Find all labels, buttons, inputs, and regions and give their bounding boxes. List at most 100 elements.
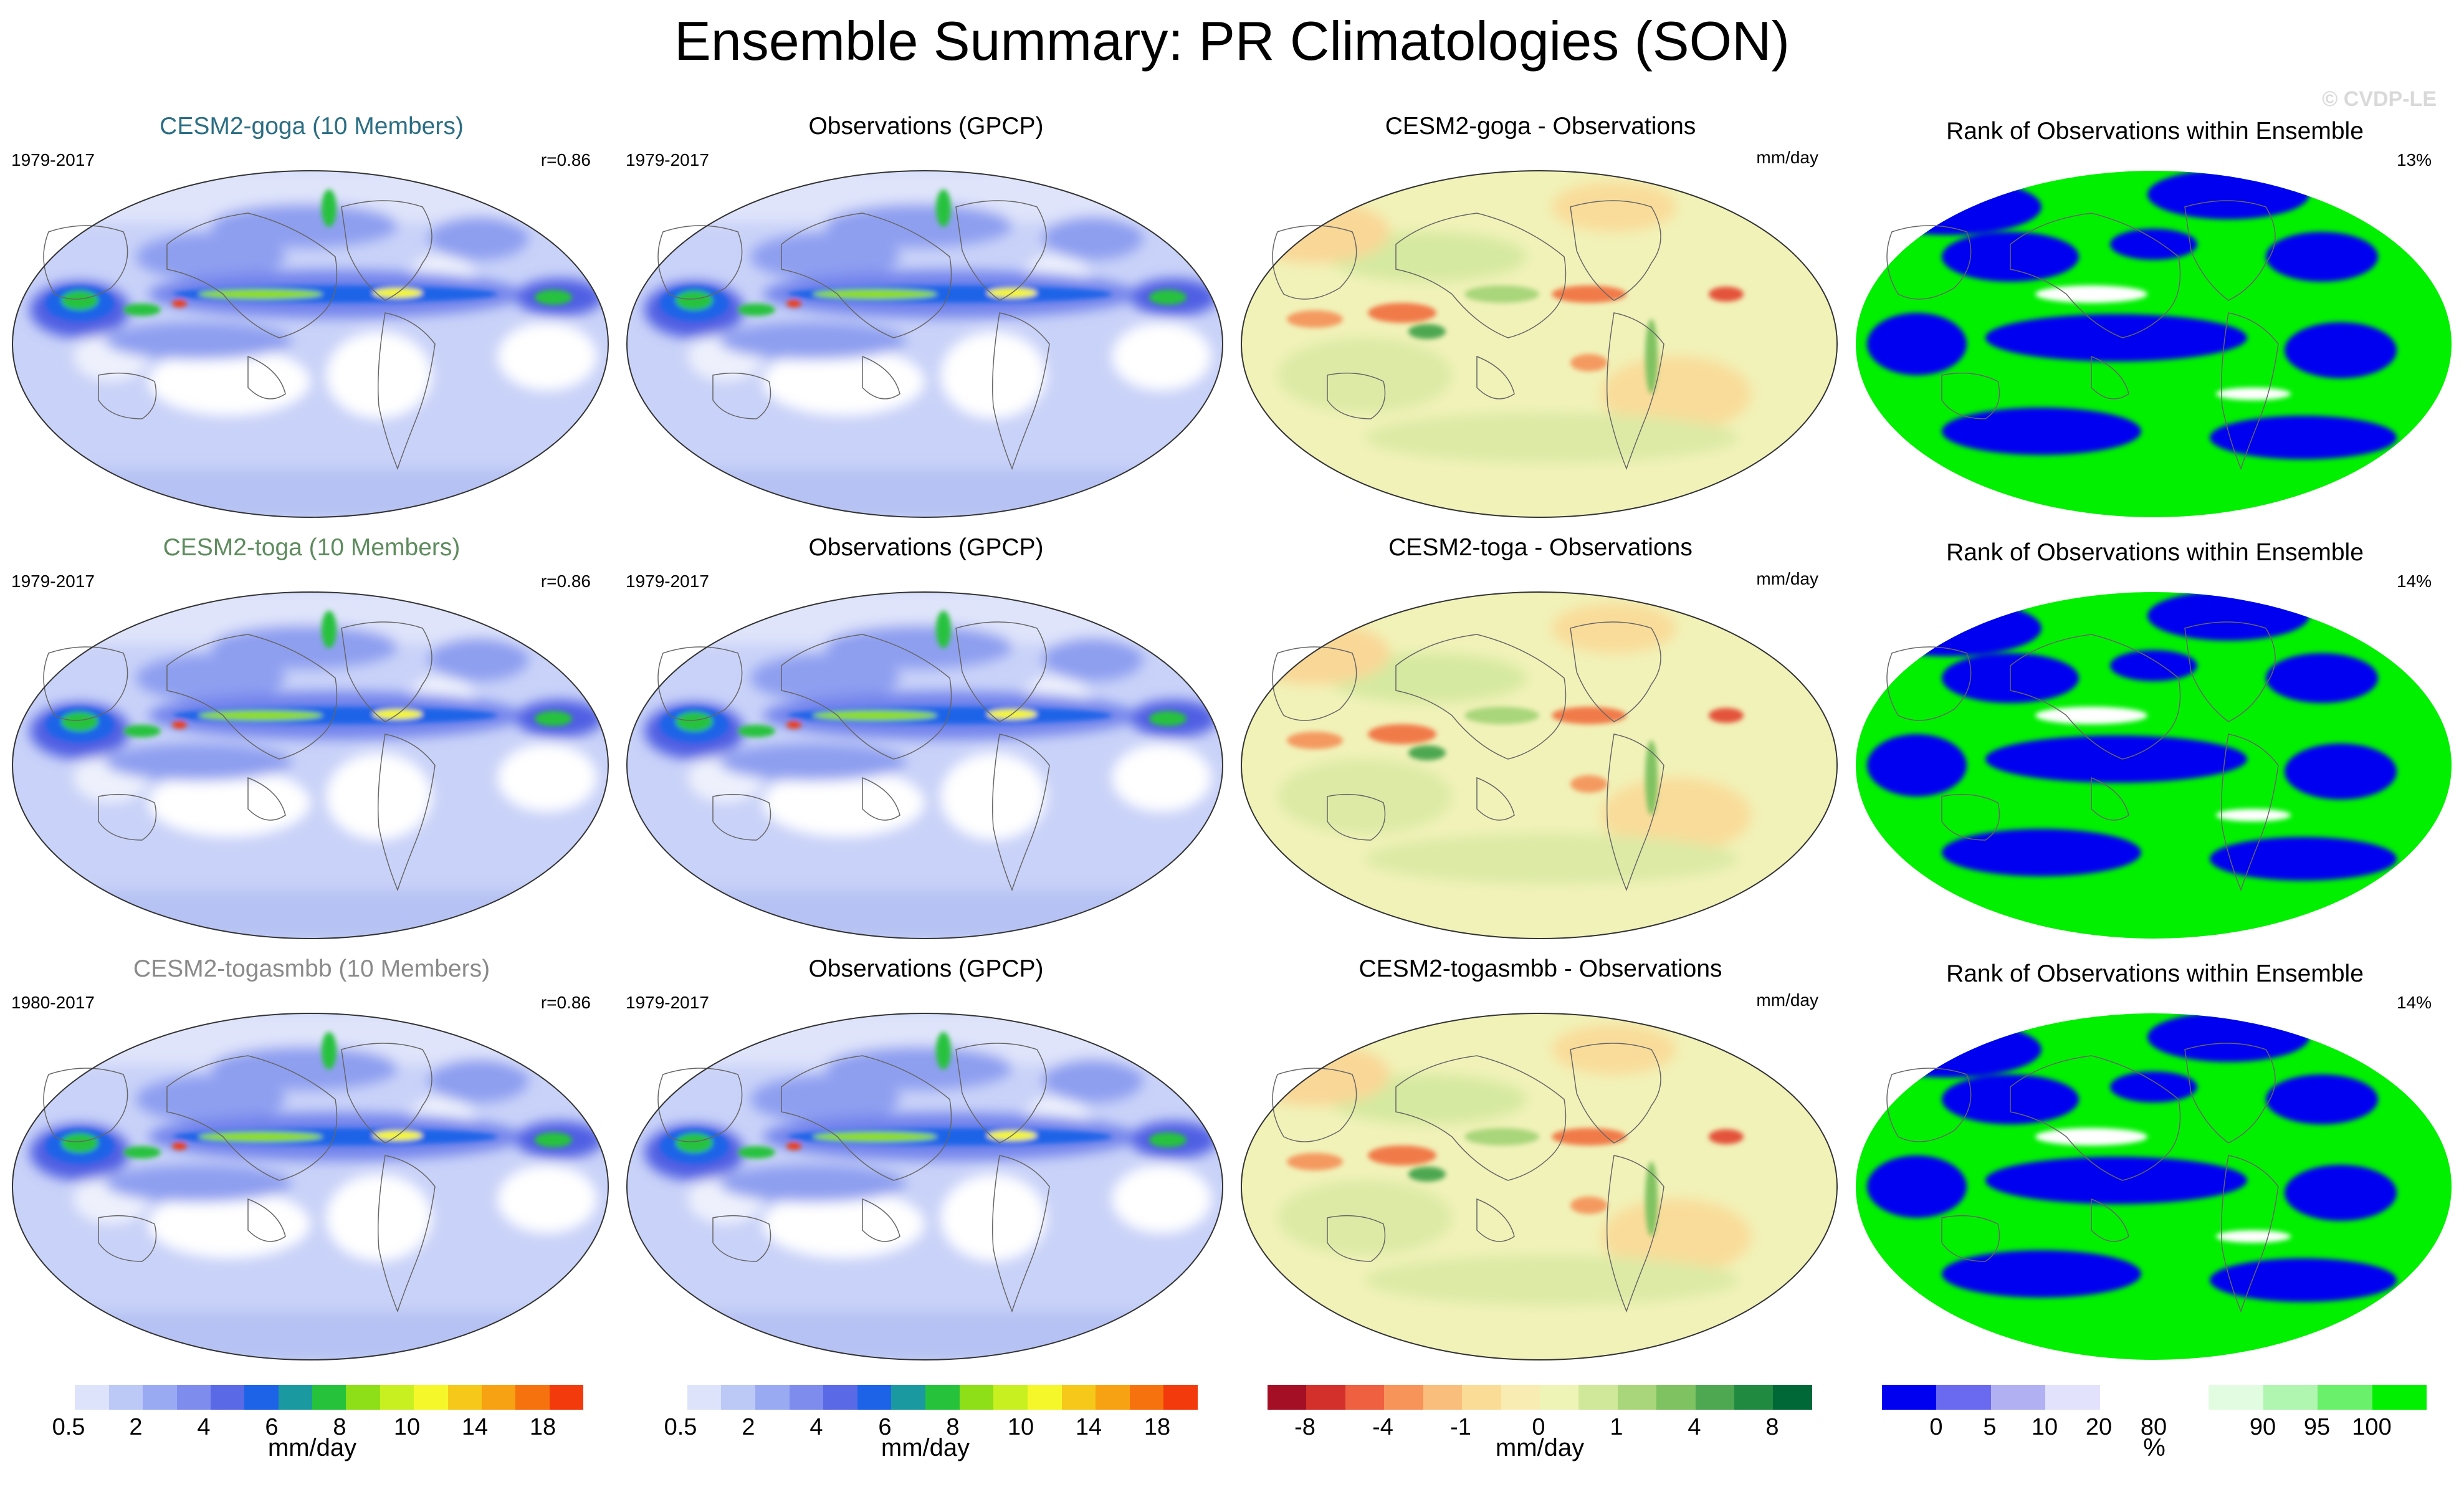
colorbar-tick-label: 10 bbox=[2031, 1414, 2058, 1440]
model-years: 1980-2017 bbox=[11, 993, 95, 1012]
colorbar-precip-obs bbox=[653, 1385, 1198, 1410]
model-correlation: r=0.86 bbox=[540, 150, 591, 170]
colorbar-swatch bbox=[1773, 1385, 1812, 1410]
colorbar-swatch bbox=[380, 1385, 414, 1410]
watermark: © CVDP-LE bbox=[2322, 87, 2437, 111]
colorbar-tick-label: 18 bbox=[1144, 1414, 1171, 1440]
colorbar-swatch bbox=[176, 1385, 211, 1410]
colorbar-swatch bbox=[41, 1385, 75, 1410]
rank-percent: 13% bbox=[2396, 150, 2432, 170]
rank-map bbox=[1855, 170, 2454, 520]
colorbar-swatch bbox=[108, 1385, 143, 1410]
colorbar-swatch bbox=[414, 1385, 448, 1410]
colorbar-tick-label: 4 bbox=[1688, 1414, 1701, 1440]
model-map bbox=[11, 1012, 611, 1362]
colorbar-swatch bbox=[2154, 1385, 2209, 1410]
colorbar-swatch bbox=[2099, 1385, 2155, 1410]
colorbar-tick-label: -1 bbox=[1450, 1414, 1471, 1440]
colorbar-tick-label: 100 bbox=[2352, 1414, 2392, 1440]
colorbar-swatch bbox=[1539, 1385, 1579, 1410]
colorbar-swatch bbox=[959, 1385, 994, 1410]
colorbar-swatch bbox=[687, 1385, 722, 1410]
colorbar-units: % bbox=[2143, 1434, 2166, 1461]
colorbar-swatch bbox=[1578, 1385, 1618, 1410]
colorbar-tick-label: 6 bbox=[878, 1414, 892, 1440]
colorbar-swatch bbox=[1306, 1385, 1345, 1410]
colorbar-swatch bbox=[2209, 1385, 2263, 1410]
colorbar-tick-label: 6 bbox=[265, 1414, 279, 1440]
colorbar-tick-label: 4 bbox=[809, 1414, 823, 1440]
colorbar-swatch bbox=[1384, 1385, 1423, 1410]
colorbar-tick-label: 10 bbox=[393, 1414, 421, 1440]
colorbar-precip-model bbox=[41, 1385, 583, 1410]
colorbar-tick-label: 90 bbox=[2249, 1414, 2276, 1440]
obs-map bbox=[626, 170, 1225, 520]
colorbar-swatch bbox=[1882, 1385, 1937, 1410]
obs-map bbox=[626, 591, 1225, 941]
colorbar-swatch bbox=[515, 1385, 550, 1410]
colorbar-swatch bbox=[891, 1385, 925, 1410]
diff-units: mm/day bbox=[1756, 569, 1818, 588]
colorbar-swatch bbox=[244, 1385, 279, 1410]
colorbar-swatch bbox=[1423, 1385, 1463, 1410]
colorbar-tick-label: 8 bbox=[1765, 1414, 1779, 1440]
colorbar-tick-label: 5 bbox=[1983, 1414, 1997, 1440]
diff-units: mm/day bbox=[1756, 990, 1818, 1010]
obs-years: 1979-2017 bbox=[626, 150, 709, 170]
colorbar-swatch bbox=[1656, 1385, 1696, 1410]
colorbar-swatch bbox=[278, 1385, 312, 1410]
colorbar-swatch bbox=[925, 1385, 960, 1410]
colorbar-tick-label: 8 bbox=[946, 1414, 960, 1440]
diff-panel-title: CESM2-goga - Observations bbox=[1385, 113, 1696, 140]
colorbar-swatch bbox=[653, 1385, 687, 1410]
colorbar-swatch bbox=[721, 1385, 755, 1410]
model-panel-title: CESM2-toga (10 Members) bbox=[163, 534, 461, 561]
colorbar-tick-label: 18 bbox=[529, 1414, 556, 1440]
colorbar-swatch bbox=[2263, 1385, 2318, 1410]
colorbar-swatch bbox=[549, 1385, 583, 1410]
colorbar-units: mm/day bbox=[881, 1434, 970, 1461]
colorbar-swatch bbox=[1501, 1385, 1540, 1410]
colorbar-swatch bbox=[346, 1385, 380, 1410]
colorbar-swatch bbox=[143, 1385, 177, 1410]
colorbar-rank bbox=[1882, 1385, 2427, 1410]
figure-title: Ensemble Summary: PR Climatologies (SON) bbox=[674, 10, 1790, 72]
model-correlation: r=0.86 bbox=[540, 571, 591, 591]
colorbar-tick-label: 2 bbox=[129, 1414, 143, 1440]
colorbar-tick-label: 80 bbox=[2140, 1414, 2167, 1440]
colorbar-swatch bbox=[481, 1385, 516, 1410]
colorbar-swatch bbox=[1695, 1385, 1735, 1410]
model-map bbox=[11, 170, 611, 520]
model-years: 1979-2017 bbox=[11, 150, 95, 170]
colorbar-tick-label: 0.5 bbox=[664, 1414, 697, 1440]
diff-units: mm/day bbox=[1756, 148, 1818, 167]
colorbar-swatch bbox=[1462, 1385, 1501, 1410]
rank-panel-title: Rank of Observations within Ensemble bbox=[1946, 539, 2364, 566]
rank-panel-title: Rank of Observations within Ensemble bbox=[1946, 118, 2364, 145]
diff-panel-title: CESM2-togasmbb - Observations bbox=[1359, 955, 1722, 982]
colorbar-difference bbox=[1268, 1385, 1812, 1410]
colorbar-swatch bbox=[1061, 1385, 1096, 1410]
colorbar-swatch bbox=[857, 1385, 892, 1410]
colorbar-tick-label: 0 bbox=[1929, 1414, 1943, 1440]
model-panel-title: CESM2-goga (10 Members) bbox=[160, 113, 464, 140]
obs-years: 1979-2017 bbox=[626, 571, 709, 591]
obs-panel-title: Observations (GPCP) bbox=[808, 534, 1044, 561]
colorbar-swatch bbox=[1936, 1385, 1991, 1410]
colorbar-swatch bbox=[1734, 1385, 1774, 1410]
colorbar-tick-label: 20 bbox=[2085, 1414, 2113, 1440]
diff-map bbox=[1240, 591, 1840, 941]
colorbar-swatch bbox=[1096, 1385, 1130, 1410]
diff-panel-title: CESM2-toga - Observations bbox=[1388, 534, 1693, 561]
model-panel-title: CESM2-togasmbb (10 Members) bbox=[133, 955, 490, 982]
colorbar-swatch bbox=[447, 1385, 482, 1410]
colorbar-units: mm/day bbox=[1495, 1434, 1585, 1461]
colorbar-swatch bbox=[210, 1385, 245, 1410]
colorbar-tick-label: 4 bbox=[197, 1414, 211, 1440]
colorbar-tick-label: 10 bbox=[1007, 1414, 1034, 1440]
colorbar-swatch bbox=[2318, 1385, 2372, 1410]
rank-panel-title: Rank of Observations within Ensemble bbox=[1946, 960, 2364, 987]
colorbar-tick-label: 0 bbox=[1532, 1414, 1545, 1440]
colorbar-swatch bbox=[2045, 1385, 2100, 1410]
rank-map bbox=[1855, 591, 2454, 941]
